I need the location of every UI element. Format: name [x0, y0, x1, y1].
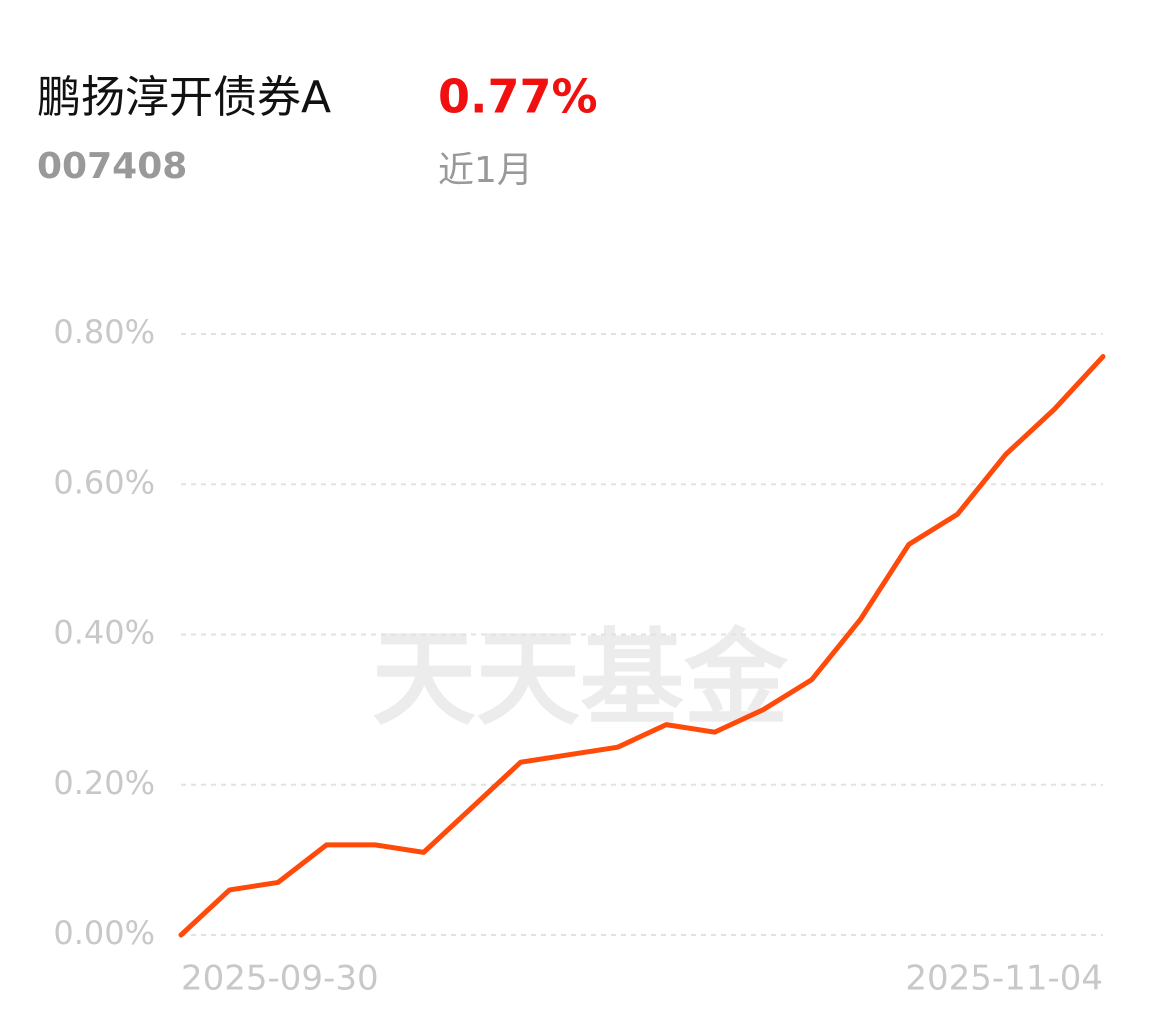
- fund-code: 007408: [37, 146, 187, 187]
- line: [178, 354, 1106, 938]
- y-tick-label: 0.20%: [53, 764, 155, 802]
- watermark: 天天基金: [372, 617, 789, 739]
- period: 近1月: [438, 150, 533, 191]
- y-tick-label: 0.60%: [53, 463, 155, 501]
- y-tick-label: 0.80%: [53, 313, 155, 351]
- y-tick-label: 0.40%: [53, 614, 155, 652]
- fund-name: 鹏扬淳开债券A: [37, 72, 331, 123]
- fund-return: 0.77%: [438, 70, 598, 124]
- x-tick-label: 2025-11-04: [905, 959, 1103, 999]
- y-tick-label: 0.00%: [53, 914, 155, 952]
- x-tick-label: 2025-09-30: [181, 959, 379, 999]
